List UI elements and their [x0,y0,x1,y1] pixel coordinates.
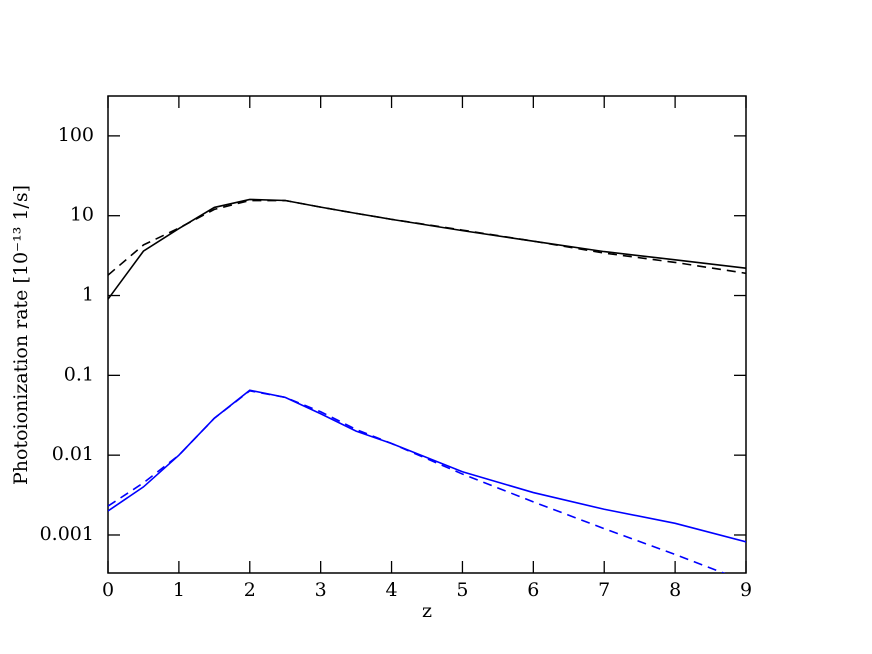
series-line [108,199,746,276]
x-axis-label: z [422,600,432,622]
x-tick-label: 1 [173,579,185,601]
x-tick-label: 9 [740,579,752,601]
x-tick-label: 3 [315,579,327,601]
y-tick-label: 0.001 [40,523,94,545]
y-tick-label: 0.1 [64,363,94,385]
x-tick-label: 6 [527,579,539,601]
plot-frame [107,95,747,574]
y-tick-label: 0.01 [52,443,94,465]
series-line [108,389,746,543]
x-tick-label: 5 [456,579,468,601]
x-tick-label: 2 [244,579,256,601]
x-tick-label: 4 [386,579,398,601]
y-tick-label: 10 [70,204,94,226]
series-line [108,389,726,573]
x-tick-label: 7 [598,579,610,601]
series-line [108,198,746,300]
x-tick-label: 0 [102,579,114,601]
y-tick-label: 1 [82,284,94,306]
plot-lines [108,198,746,573]
y-axis-label: Photoionization rate [10⁻¹³ 1/s] [10,185,32,485]
x-tick-label: 8 [669,579,681,601]
y-tick-label: 100 [58,124,94,146]
